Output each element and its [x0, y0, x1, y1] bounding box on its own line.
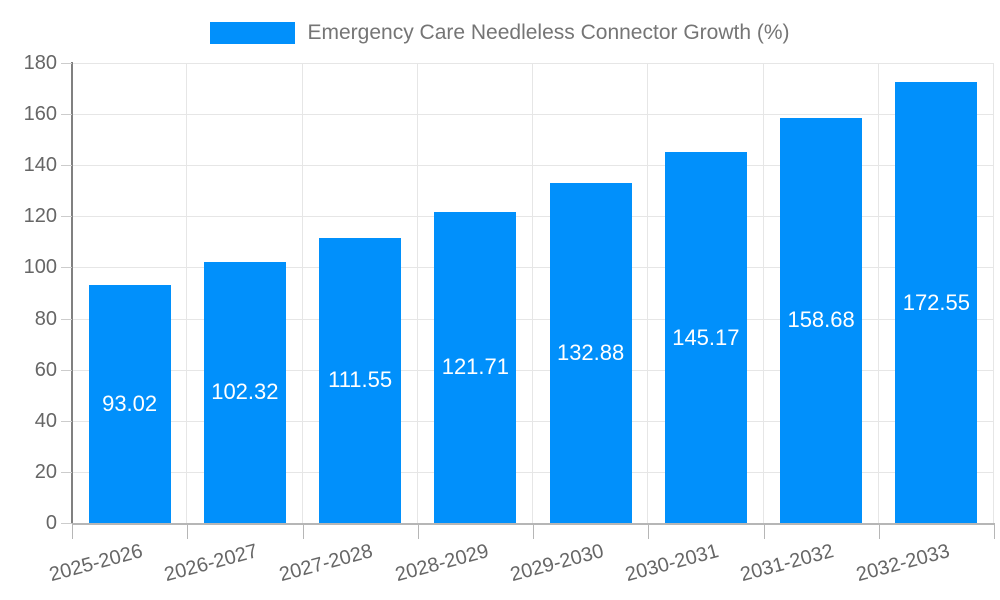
gridline-h — [72, 420, 994, 422]
gridline-h — [72, 114, 994, 116]
y-axis-tick — [61, 267, 72, 269]
gridline-h — [72, 267, 994, 269]
y-axis-tick — [61, 165, 72, 167]
plot-area: 93.02 102.32 111.55 121.71 132.88 145.17 158.6… — [72, 63, 994, 523]
x-axis-label: 2032-2033 — [853, 540, 952, 587]
x-axis-label: 2031-2032 — [738, 540, 837, 587]
x-axis-label: 2027-2028 — [277, 540, 376, 587]
y-axis-tick — [61, 523, 72, 524]
y-axis-label: 0 — [45, 512, 57, 534]
y-axis-tick — [61, 63, 72, 64]
bar[interactable]: 121.71 — [434, 211, 517, 523]
gridline-v — [993, 63, 994, 523]
x-axis-tick — [187, 523, 189, 539]
y-axis-tick — [61, 420, 72, 422]
x-axis-tick — [878, 523, 880, 539]
gridline-v — [647, 63, 649, 523]
gridline-h — [72, 318, 994, 320]
y-axis-tick — [61, 114, 72, 116]
x-axis-label: 2025-2026 — [46, 540, 146, 587]
bar[interactable]: 93.02 — [88, 285, 171, 523]
gridline-v — [762, 63, 764, 523]
gridline-v — [416, 63, 418, 523]
bar-value-label: 145.17 — [672, 324, 740, 350]
y-axis-label: 160 — [23, 103, 57, 126]
bar[interactable]: 111.55 — [319, 237, 402, 523]
legend[interactable]: Emergency Care Needleless Connector Grow… — [0, 20, 1000, 46]
x-axis-tick — [533, 523, 534, 539]
y-axis-label: 40 — [34, 409, 57, 432]
y-axis-label: 120 — [23, 205, 57, 228]
x-axis-tick — [72, 523, 73, 539]
gridline-h — [72, 471, 994, 473]
y-axis-label: 100 — [23, 256, 57, 279]
gridline-v — [532, 63, 533, 523]
y-axis-tick — [61, 471, 72, 473]
x-axis-label: 2028-2029 — [392, 540, 491, 587]
x-axis-tick — [648, 523, 650, 539]
y-axis-tick — [61, 318, 72, 320]
legend-label: Emergency Care Needleless Connector Grow… — [307, 21, 790, 44]
legend-swatch — [210, 22, 296, 44]
x-axis-tick — [763, 523, 765, 539]
gridline-h — [72, 63, 994, 64]
x-axis-tick — [417, 523, 419, 539]
y-axis-label: 60 — [34, 358, 57, 381]
gridline-h — [72, 369, 994, 371]
gridline-v — [186, 63, 188, 523]
y-axis-label: 80 — [34, 307, 57, 330]
bar-value-label: 93.02 — [102, 391, 158, 417]
bar[interactable]: 158.68 — [780, 117, 863, 523]
x-axis-tick — [302, 523, 304, 539]
y-axis-label: 140 — [23, 154, 57, 177]
bar-value-label: 132.88 — [556, 340, 625, 366]
gridline-h — [72, 216, 994, 218]
bar[interactable]: 145.17 — [664, 152, 747, 523]
y-axis-tick — [61, 216, 72, 218]
x-axis-label: 2030-2031 — [623, 540, 722, 587]
gridline-v — [301, 63, 303, 523]
bar[interactable]: 132.88 — [549, 183, 632, 523]
x-axis-label: 2026-2027 — [162, 540, 261, 587]
x-axis-label: 2029-2030 — [507, 540, 607, 587]
gridline-v — [877, 63, 879, 523]
gridline-h — [72, 165, 994, 167]
bar[interactable]: 172.55 — [895, 82, 978, 523]
y-axis-line — [71, 62, 73, 523]
bar-value-label: 102.32 — [211, 379, 279, 405]
bar-value-label: 121.71 — [441, 354, 509, 380]
y-axis-label: 20 — [34, 460, 57, 483]
bar-value-label: 172.55 — [902, 289, 970, 315]
y-axis-labels: 0 20 40 60 80 100 120 140 160 180 — [0, 53, 57, 533]
y-axis-label: 180 — [23, 52, 57, 74]
bar-value-label: 111.55 — [328, 367, 393, 393]
bar-value-label: 158.68 — [787, 307, 855, 333]
x-axis-tick — [994, 523, 995, 539]
y-axis-tick — [61, 369, 72, 371]
bar[interactable]: 102.32 — [203, 261, 286, 523]
